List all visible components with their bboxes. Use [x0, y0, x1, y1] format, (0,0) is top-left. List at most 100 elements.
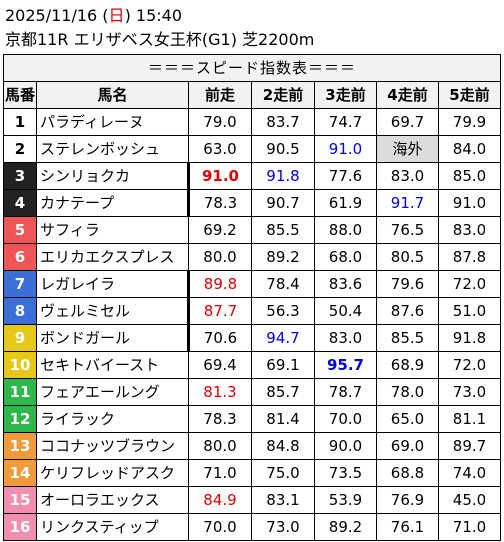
horse-name: ケリフレッドアスク: [36, 459, 189, 487]
speed-index-cell: 81.4: [251, 405, 315, 433]
horse-name: ヴェルミセル: [36, 297, 190, 325]
table-row: 12 ライラック 78.3 81.4 70.0 65.0 81.1: [3, 405, 501, 433]
speed-index-cell: 85.0: [438, 162, 501, 190]
speed-index-cell: 91.8: [438, 324, 501, 352]
speed-index-cell: 89.2: [251, 243, 315, 271]
horse-number: 7: [3, 270, 37, 298]
speed-index-cell: 73.5: [314, 459, 377, 487]
horse-name: ココナッツブラウン: [36, 432, 189, 460]
horse-name: ボンドガール: [36, 324, 190, 352]
speed-index-cell: 78.7: [314, 378, 377, 406]
horse-name: オーロラエックス: [36, 486, 189, 514]
column-header-2: 前走: [188, 81, 252, 109]
horse-number: 4: [3, 189, 37, 217]
table-body: 1 パラディレーヌ 79.0 83.7 74.7 69.7 79.9 2 ステレンボッシュ 63.…: [3, 108, 501, 541]
speed-index-cell: 65.0: [376, 405, 439, 433]
speed-index-cell: 83.0: [438, 216, 501, 244]
horse-name: エリカエクスプレス: [36, 243, 189, 271]
table-row: 6 エリカエクスプレス 80.0 89.2 68.0 80.5 87.8: [3, 243, 501, 271]
speed-index-cell: 91.0: [188, 162, 252, 190]
speed-index-cell: 73.0: [438, 378, 501, 406]
horse-number: 2: [3, 135, 37, 163]
speed-index-cell: 76.1: [376, 513, 439, 541]
speed-index-cell: 83.1: [251, 486, 315, 514]
horse-number: 13: [3, 432, 37, 460]
speed-index-cell: 68.9: [376, 351, 439, 379]
table-row: 15 オーロラエックス 84.9 83.1 53.9 76.9 45.0: [3, 486, 501, 514]
table-row: 3 シンリョクカ 91.0 91.8 77.6 83.0 85.0: [3, 162, 501, 190]
speed-index-cell: 77.6: [314, 162, 377, 190]
table-row: 4 カナテープ 78.3 90.7 61.9 91.7 91.0: [3, 189, 501, 217]
speed-index-cell: 70.0: [314, 405, 377, 433]
speed-index-cell: 94.7: [251, 324, 315, 352]
horse-name: パラディレーヌ: [36, 108, 189, 136]
horse-number: 15: [3, 486, 37, 514]
speed-index-cell: 80.5: [376, 243, 439, 271]
speed-index-cell: 84.8: [251, 432, 315, 460]
table-row: 14 ケリフレッドアスク 71.0 75.0 73.5 68.8 74.0: [3, 459, 501, 487]
table-row: 2 ステレンボッシュ 63.0 90.5 91.0 海外 84.0: [3, 135, 501, 163]
speed-index-cell: 68.0: [314, 243, 377, 271]
speed-index-cell: 85.5: [251, 216, 315, 244]
horse-number: 8: [3, 297, 37, 325]
date-text: 2025/11/16 (: [5, 6, 109, 25]
speed-index-cell: 80.0: [188, 432, 252, 460]
horse-name: リンクスティップ: [36, 513, 189, 541]
horse-number: 16: [3, 513, 37, 541]
speed-index-cell: 79.0: [188, 108, 252, 136]
speed-index-cell: 69.4: [188, 351, 252, 379]
speed-index-cell: 53.9: [314, 486, 377, 514]
speed-index-cell: 84.0: [438, 135, 501, 163]
speed-index-cell: 74.7: [314, 108, 377, 136]
speed-index-cell: 89.2: [314, 513, 377, 541]
speed-index-cell: 69.0: [376, 432, 439, 460]
speed-index-cell: 85.5: [376, 324, 439, 352]
speed-index-cell: 90.0: [314, 432, 377, 460]
speed-index-cell: 75.0: [251, 459, 315, 487]
speed-index-cell: 61.9: [314, 189, 377, 217]
speed-index-cell: 78.3: [188, 405, 252, 433]
table-row: 11 フェアエールング 81.3 85.7 78.7 78.0 73.0: [3, 378, 501, 406]
column-header-1: 馬名: [36, 81, 189, 109]
horse-number: 9: [3, 324, 37, 352]
speed-index-cell: 69.7: [376, 108, 439, 136]
horse-number: 11: [3, 378, 37, 406]
race-datetime: 2025/11/16 (日) 15:40: [5, 6, 182, 26]
horse-number: 14: [3, 459, 37, 487]
speed-index-cell: 83.6: [314, 270, 377, 298]
speed-index-cell: 70.6: [188, 324, 252, 352]
weekday-text: 日: [108, 6, 125, 25]
race-name: 京都11R エリザベス女王杯(G1) 芝2200m: [5, 30, 315, 49]
speed-index-cell: 45.0: [438, 486, 501, 514]
speed-index-cell: 73.0: [251, 513, 315, 541]
horse-name: カナテープ: [36, 189, 190, 217]
table-row: 7 レガレイラ 89.8 78.4 83.6 79.6 72.0: [3, 270, 501, 298]
column-header-6: 5走前: [438, 81, 501, 109]
speed-index-cell: 83.0: [314, 324, 377, 352]
speed-index-cell: 90.5: [251, 135, 315, 163]
speed-index-cell: 91.0: [314, 135, 377, 163]
column-header-5: 4走前: [376, 81, 439, 109]
horse-number: 3: [3, 162, 37, 190]
horse-name: シンリョクカ: [36, 162, 190, 190]
table-row: 1 パラディレーヌ 79.0 83.7 74.7 69.7 79.9: [3, 108, 501, 136]
speed-index-cell: 69.2: [188, 216, 252, 244]
speed-index-cell: 95.7: [314, 351, 377, 379]
speed-index-cell: 84.9: [188, 486, 252, 514]
table-row: 10 セキトバイースト 69.4 69.1 95.7 68.9 72.0: [3, 351, 501, 379]
speed-index-cell: 70.0: [188, 513, 252, 541]
speed-index-cell: 海外: [376, 135, 439, 163]
speed-index-cell: 72.0: [438, 270, 501, 298]
speed-index-table: ＝＝＝スピード指数表＝＝＝ 馬番 馬名 前走 2走前 3走前 4走前 5走前 1 パラディレー…: [3, 54, 501, 541]
speed-index-cell: 76.9: [376, 486, 439, 514]
speed-index-cell: 74.0: [438, 459, 501, 487]
speed-index-cell: 79.6: [376, 270, 439, 298]
table-header-row: 馬番 馬名 前走 2走前 3走前 4走前 5走前: [3, 81, 501, 109]
speed-index-cell: 83.7: [251, 108, 315, 136]
horse-name: ライラック: [36, 405, 189, 433]
horse-name: セキトバイースト: [36, 351, 189, 379]
speed-index-cell: 80.0: [188, 243, 252, 271]
speed-index-cell: 72.0: [438, 351, 501, 379]
speed-index-cell: 88.0: [314, 216, 377, 244]
horse-name: サフィラ: [36, 216, 189, 244]
